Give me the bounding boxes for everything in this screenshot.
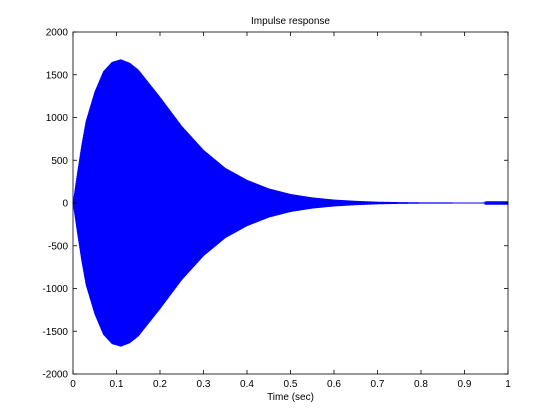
x-tick-label: 0 <box>70 379 76 390</box>
x-tick-label: 1 <box>505 379 511 390</box>
plot-frame <box>72 31 509 375</box>
x-tick-label: 0.2 <box>153 379 167 390</box>
x-tick-label: 0.5 <box>284 379 298 390</box>
x-tick-label: 0.9 <box>458 379 472 390</box>
ticks-layer: 0 0.1 0.2 0.3 0.4 0.5 0.6 0.7 0.8 0.9 1 -2000 -1500 -… <box>42 28 511 391</box>
x-tick-label: 0.8 <box>414 379 428 390</box>
series-line <box>72 59 509 347</box>
chart-title: Impulse response <box>251 16 330 27</box>
x-axis-label: Time (sec) <box>267 392 314 403</box>
y-tick-label: 1500 <box>46 70 69 81</box>
y-tick-label: 1000 <box>46 113 69 124</box>
y-tick-label: -2000 <box>42 370 68 381</box>
x-tick-label: 0.6 <box>327 379 341 390</box>
x-tick-label: 0.1 <box>110 379 124 390</box>
x-tick-label: 0.3 <box>197 379 211 390</box>
x-tick-label: 0.7 <box>371 379 385 390</box>
y-tick-label: 500 <box>51 156 68 167</box>
y-tick-label: -1000 <box>42 284 68 295</box>
y-tick-label: -500 <box>48 241 68 252</box>
data-layer <box>72 59 509 347</box>
y-tick-label: 0 <box>62 199 68 210</box>
y-tick-label: 2000 <box>46 28 69 39</box>
y-tick-label: -1500 <box>42 327 68 338</box>
x-tick-label: 0.4 <box>240 379 254 390</box>
